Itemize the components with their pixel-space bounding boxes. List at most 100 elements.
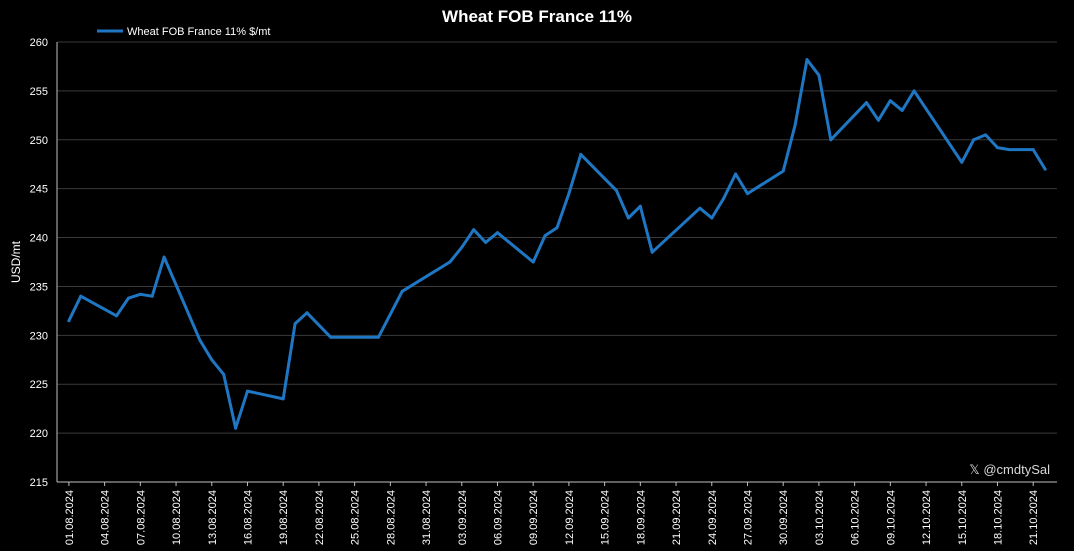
data-point: [1031, 148, 1035, 152]
x-tick-label: 18.10.2024: [992, 490, 1004, 545]
data-point: [567, 192, 571, 196]
data-point: [626, 216, 630, 220]
data-point: [865, 101, 868, 105]
x-tick-label: 16.08.2024: [242, 490, 254, 545]
data-point: [281, 397, 285, 401]
x-tick-label: 15.09.2024: [600, 490, 612, 545]
x-tick-label: 21.09.2024: [671, 490, 683, 545]
data-point: [198, 338, 202, 342]
x-tick-label: 06.10.2024: [850, 490, 862, 545]
y-tick-labels: 215 220 225 230 235 240 245 250 255 260: [30, 37, 48, 489]
y-tick-label: 255: [30, 86, 48, 98]
data-point: [1007, 148, 1011, 152]
series-layer: [67, 58, 1047, 430]
x-tick-label: 04.08.2024: [100, 490, 112, 545]
x-tick-label: 06.09.2024: [492, 490, 504, 545]
watermark: 𝕏 @cmdtySal: [969, 462, 1050, 477]
y-tick-label: 245: [30, 184, 48, 196]
data-point: [912, 89, 916, 93]
x-tick-label: 12.10.2024: [921, 490, 933, 545]
data-point: [543, 234, 547, 238]
data-point: [746, 192, 749, 196]
data-point: [555, 226, 559, 230]
data-point: [67, 319, 71, 323]
data-point: [900, 108, 904, 112]
y-tick-label: 215: [30, 477, 48, 489]
y-tick-label: 235: [30, 281, 48, 293]
x-tick-label: 31.08.2024: [421, 490, 433, 545]
x-tick-label: 19.08.2024: [278, 490, 290, 545]
x-tick-label: 24.09.2024: [707, 490, 719, 545]
x-tick-label: 30.09.2024: [778, 490, 790, 545]
data-point: [496, 231, 499, 235]
y-tick-label: 225: [30, 379, 48, 391]
x-tick-label: 25.08.2024: [350, 490, 362, 545]
data-point: [484, 240, 488, 244]
data-point: [246, 389, 249, 393]
data-point: [781, 169, 785, 173]
data-point: [960, 160, 964, 164]
x-tick-label: 13.08.2024: [207, 490, 219, 545]
x-tick-label: 09.10.2024: [885, 490, 897, 545]
x-tick-label: 01.08.2024: [64, 490, 76, 545]
legend-label: Wheat FOB France 11% $/mt: [127, 26, 270, 38]
data-point: [293, 322, 297, 326]
x-tick-label: 21.10.2024: [1028, 490, 1040, 545]
data-point: [162, 255, 166, 259]
data-point: [805, 58, 809, 62]
data-point: [460, 245, 464, 249]
x-tick-label: 28.08.2024: [385, 490, 397, 545]
x-tick-label: 18.09.2024: [635, 490, 647, 545]
data-point: [79, 294, 83, 298]
x-tick-label: 03.09.2024: [457, 490, 469, 545]
legend: Wheat FOB France 11% $/mt: [97, 26, 270, 38]
x-tick-label: 09.09.2024: [528, 490, 540, 545]
x-tick-label: 22.08.2024: [314, 490, 326, 545]
data-point: [793, 123, 797, 127]
y-tick-label: 230: [30, 330, 48, 342]
x-tick-label: 12.09.2024: [564, 490, 576, 545]
data-point: [531, 260, 535, 264]
data-point: [115, 314, 118, 318]
x-tick-labels: 01.08.2024 04.08.2024 07.08.2024 10.08.2024…: [64, 482, 1040, 545]
data-point: [400, 289, 404, 293]
y-tick-label: 250: [30, 135, 48, 147]
data-point: [984, 133, 988, 137]
data-point: [996, 146, 999, 150]
data-point: [698, 206, 702, 210]
data-point: [579, 152, 583, 156]
x-tick-label: 15.10.2024: [957, 490, 969, 545]
y-tick-label: 240: [30, 233, 48, 245]
data-point: [329, 335, 333, 339]
data-point: [722, 196, 726, 200]
data-point: [138, 292, 142, 296]
data-point: [150, 294, 154, 298]
data-point: [710, 216, 714, 220]
y-tick-label: 220: [30, 428, 48, 440]
x-tick-label: 10.08.2024: [171, 490, 183, 545]
data-point: [305, 311, 309, 315]
data-point: [615, 189, 618, 193]
data-point: [448, 260, 452, 264]
data-point: [222, 372, 226, 376]
data-point: [472, 228, 476, 232]
x-tick-label: 27.09.2024: [742, 490, 754, 545]
x-tick-label: 07.08.2024: [135, 490, 147, 545]
y-axis-label: USD/mt: [9, 240, 23, 283]
data-point: [234, 426, 238, 430]
data-point: [210, 358, 214, 362]
data-point: [126, 296, 130, 300]
data-point: [650, 250, 654, 254]
data-point: [888, 99, 892, 103]
data-point: [829, 138, 833, 142]
x-tick-label: 03.10.2024: [814, 490, 826, 545]
series-line-0: [67, 58, 1047, 430]
grid: [57, 41, 1057, 434]
data-point: [972, 138, 976, 142]
y-tick-label: 260: [30, 37, 48, 49]
chart-title: Wheat FOB France 11%: [442, 7, 632, 26]
data-point: [638, 204, 642, 208]
data-point: [376, 335, 380, 339]
axes: [56, 42, 1057, 483]
